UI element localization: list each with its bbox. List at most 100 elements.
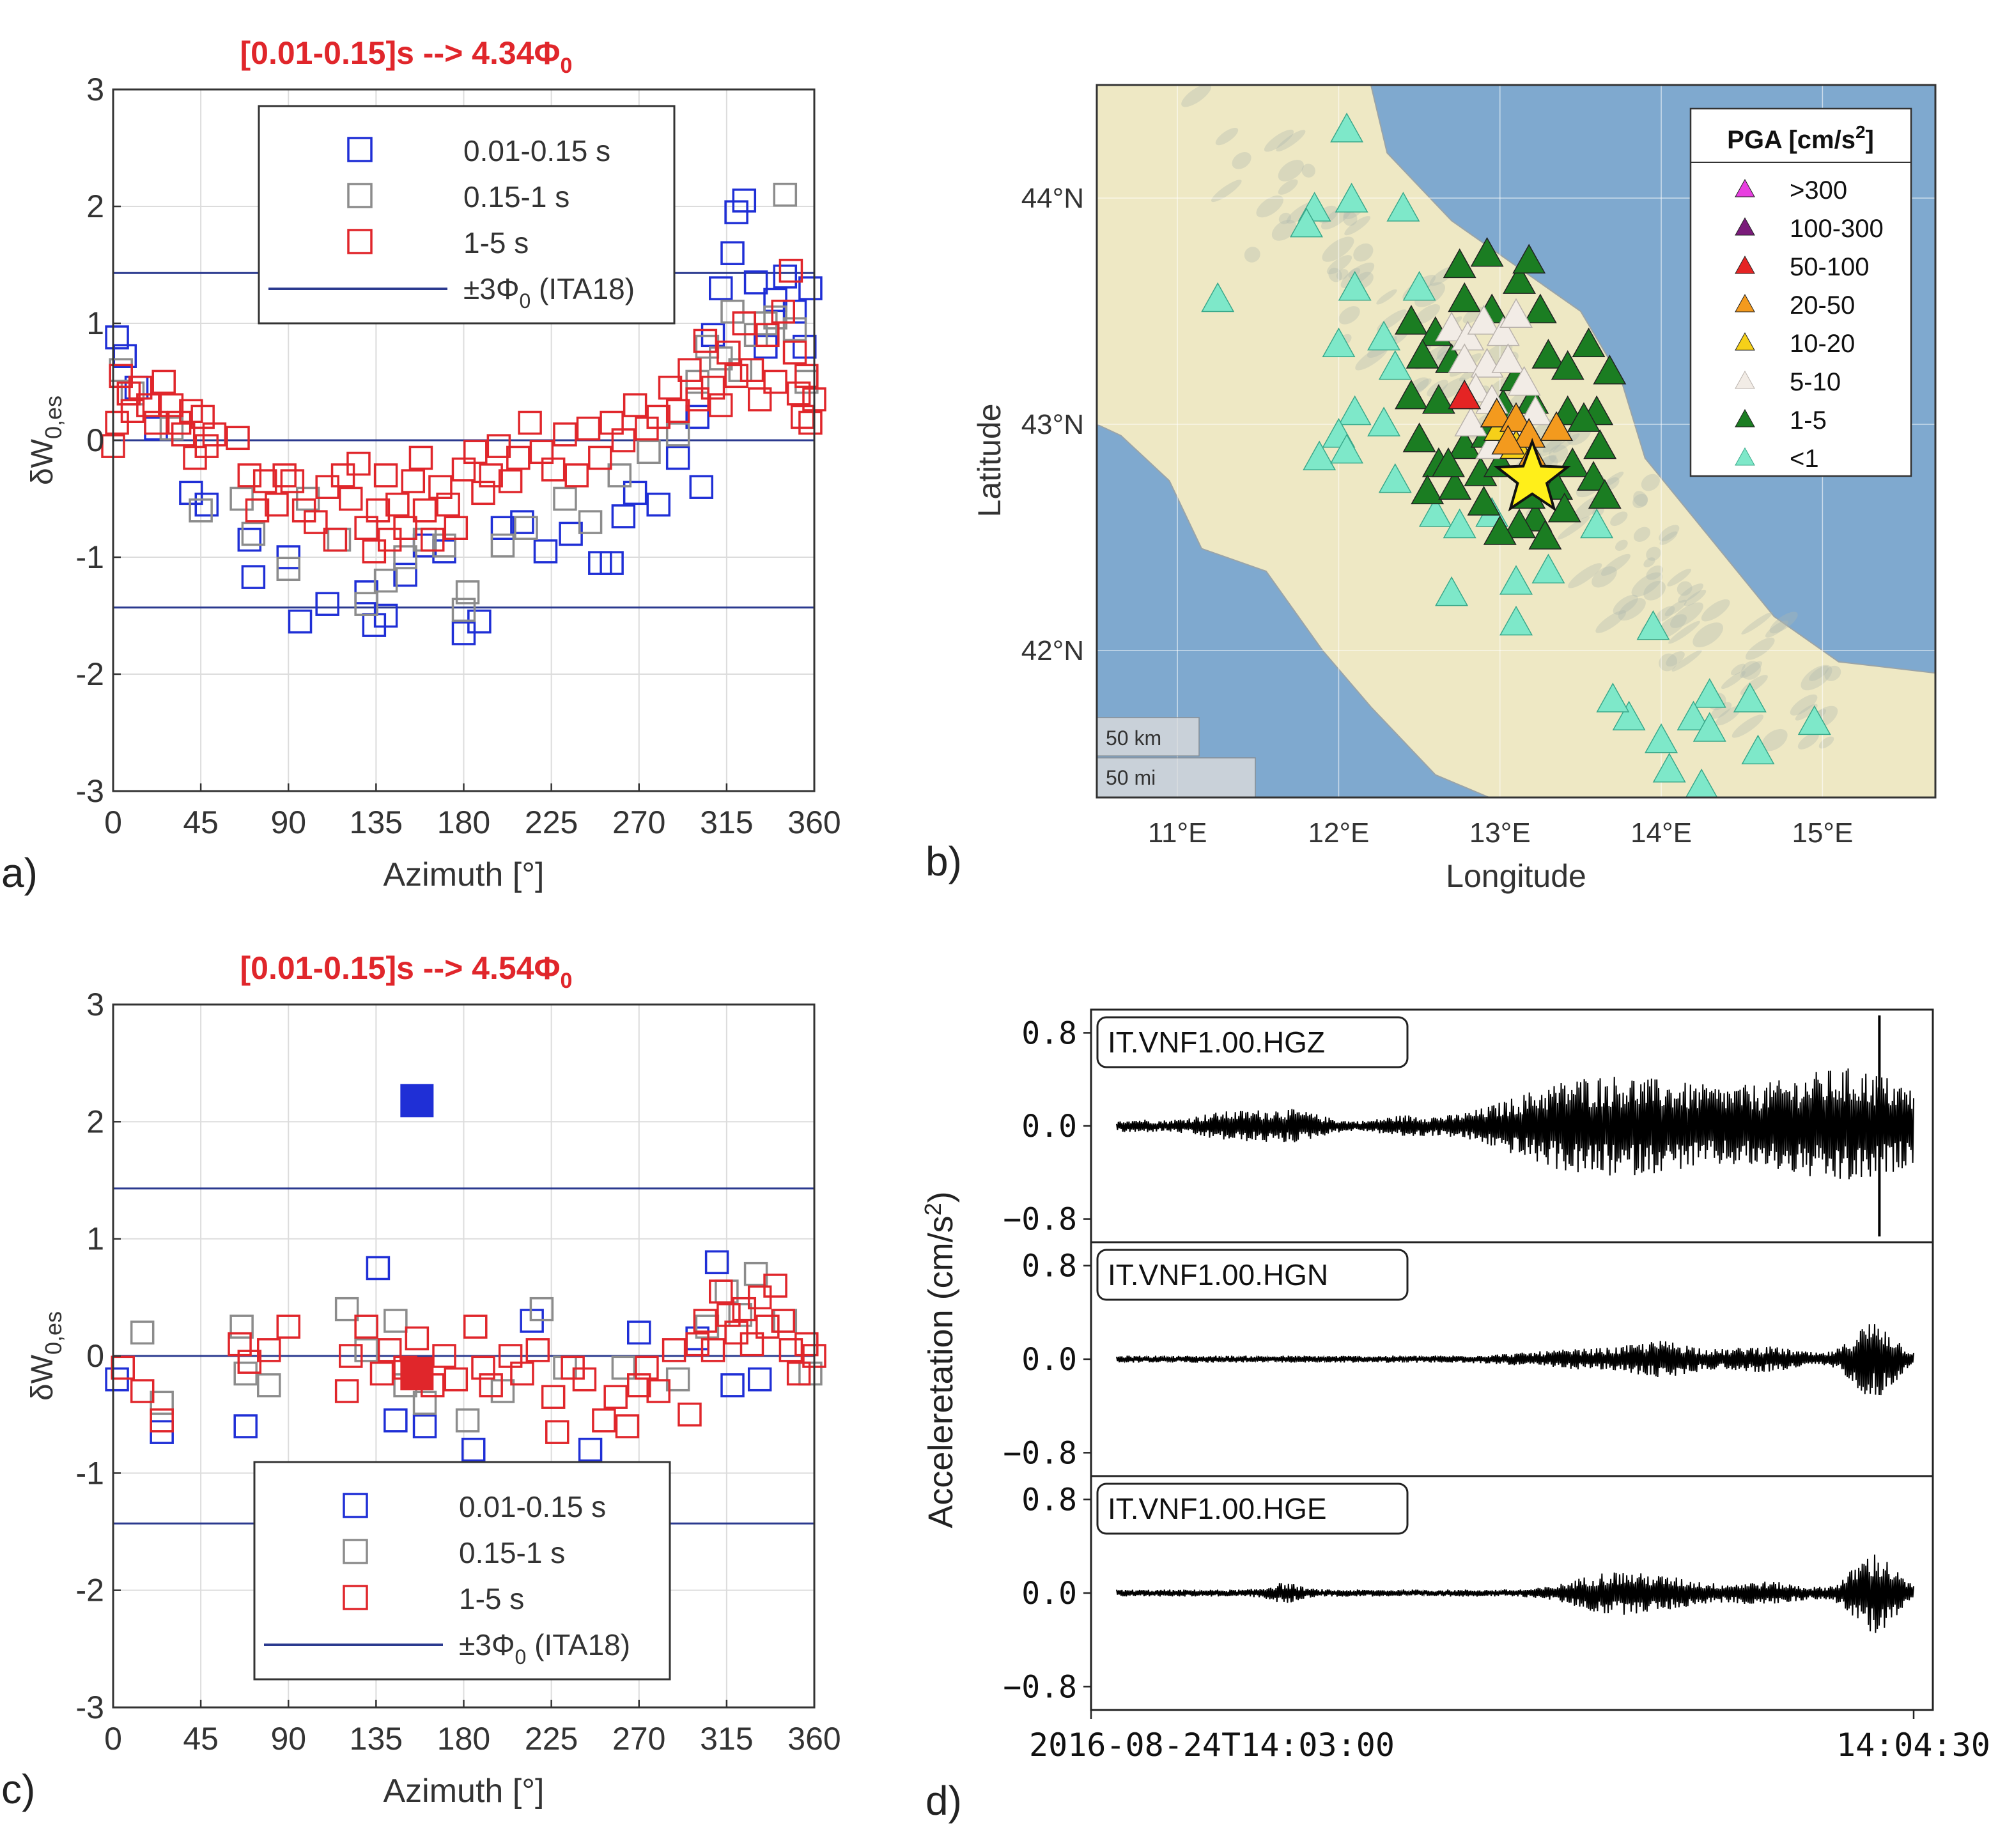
map-legend-marker <box>1735 447 1755 466</box>
trace-y-axis-label: Acceleretation (cm/s2) <box>920 1191 960 1528</box>
relief <box>1613 594 1638 615</box>
data-point <box>444 516 469 540</box>
data-point <box>755 1314 780 1339</box>
relief <box>1244 247 1260 263</box>
data-point <box>241 565 266 589</box>
station-marker <box>1395 379 1428 410</box>
relief <box>1326 255 1352 275</box>
x-tick-label: 45 <box>183 1721 219 1757</box>
data-point <box>130 1379 155 1403</box>
relief <box>1633 527 1651 542</box>
data-point <box>578 510 603 534</box>
relief <box>1659 525 1680 542</box>
data-point <box>786 1361 811 1386</box>
station-marker <box>1402 422 1436 452</box>
relief <box>1745 637 1775 660</box>
station-marker <box>1491 424 1525 455</box>
station-marker <box>1435 576 1469 606</box>
data-point <box>763 369 787 394</box>
relief <box>1701 599 1730 622</box>
x-tick-label: 360 <box>787 805 840 840</box>
station-marker <box>1547 492 1581 523</box>
relief <box>1667 568 1691 587</box>
highlighted-point <box>400 1357 434 1390</box>
x-tick-label: 180 <box>437 1721 490 1757</box>
data-point <box>665 445 690 470</box>
data-point <box>717 1303 741 1327</box>
legend-swatch-gray <box>343 1539 368 1564</box>
x-tick-label: 0 <box>104 805 122 840</box>
data-point <box>280 469 305 493</box>
data-point <box>339 486 363 511</box>
station-marker <box>1499 402 1533 432</box>
map-legend-marker <box>1735 255 1755 274</box>
data-point <box>646 1379 670 1403</box>
legend-entry-label: ±3Φ0 (ITA18) <box>459 1628 630 1668</box>
data-point <box>773 265 798 289</box>
station-marker <box>1448 343 1482 373</box>
map-y-axis-label: Latitude <box>972 404 1007 518</box>
data-point <box>150 1408 174 1433</box>
legend-entry-label: 1-5 s <box>463 226 529 259</box>
data-point <box>541 458 566 482</box>
relief <box>1643 581 1666 601</box>
relief <box>1278 160 1304 181</box>
station-marker <box>1645 723 1678 753</box>
x-tick-label: 0 <box>104 1721 122 1757</box>
data-point <box>740 1332 764 1357</box>
data-point <box>354 592 378 616</box>
relief <box>1568 563 1602 589</box>
map-legend-title-superscript: 2 <box>1855 122 1866 142</box>
data-point <box>498 469 523 493</box>
x-tick-label: 225 <box>525 1721 578 1757</box>
data-point <box>136 393 160 417</box>
relief <box>1595 610 1627 633</box>
legend: 0.01-0.15 s 0.15-1 s 1-5 s ±3Φ0 (ITA18) <box>253 1461 671 1681</box>
relief <box>1730 663 1746 675</box>
panel-label: c) <box>1 1766 35 1812</box>
relief <box>1684 589 1707 606</box>
data-point <box>778 258 803 283</box>
station-marker <box>1499 605 1533 636</box>
station-marker <box>1330 433 1364 464</box>
data-point <box>678 1402 702 1427</box>
station-marker <box>1528 520 1562 550</box>
panel-c: 0 45 90 135 180 225 270 315 360 -3 -2 -1 0 1 2 3 [0.01-0… <box>1 950 841 1812</box>
data-point <box>346 451 371 476</box>
data-point <box>245 498 270 523</box>
y-axis-label-subscript: 0,es <box>40 1311 66 1355</box>
station-marker <box>1338 271 1372 301</box>
station-marker <box>1386 192 1420 222</box>
map-legend-label: 5-10 <box>1790 368 1841 396</box>
data-point <box>623 393 647 417</box>
station-marker <box>1421 384 1455 414</box>
station-marker <box>1443 248 1476 279</box>
map-legend-label: 10-20 <box>1790 330 1855 358</box>
x-tick-label: 315 <box>700 1721 753 1757</box>
station-marker <box>1378 350 1412 380</box>
data-point <box>228 1332 252 1357</box>
data-point <box>743 270 768 295</box>
data-point <box>773 182 798 207</box>
map-legend-box <box>1689 107 1912 477</box>
relief <box>1256 195 1283 218</box>
relief <box>1668 620 1700 644</box>
x-tick-label: 270 <box>612 1721 665 1757</box>
station-marker <box>1499 298 1533 328</box>
data-point <box>189 498 213 523</box>
data-point <box>576 416 601 441</box>
y-axis-label: δW0,es <box>26 396 66 485</box>
legend-entry-label: 0.15-1 s <box>463 180 569 213</box>
map-x-tick-label: 15°E <box>1792 817 1853 849</box>
panel-a: 0 45 90 135 180 225 270 315 360 -3 -2 -1 0 1 2 3 [0.01-0… <box>1 35 841 896</box>
data-point <box>572 1367 597 1392</box>
chart-title: [0.01-0.15]s --> 4.54Φ0 <box>240 950 573 993</box>
data-point <box>724 364 748 389</box>
data-point <box>393 545 417 569</box>
station-marker <box>1693 678 1726 708</box>
station-marker <box>1503 508 1537 539</box>
x-end-label: 14:04:30 <box>1836 1727 1990 1764</box>
map-legend-marker <box>1735 332 1755 351</box>
station-marker <box>1531 553 1565 583</box>
